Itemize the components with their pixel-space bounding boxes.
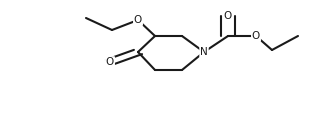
- Text: O: O: [134, 15, 142, 25]
- Text: O: O: [106, 57, 114, 67]
- Text: O: O: [252, 31, 260, 41]
- Text: O: O: [224, 11, 232, 21]
- Text: N: N: [200, 47, 208, 57]
